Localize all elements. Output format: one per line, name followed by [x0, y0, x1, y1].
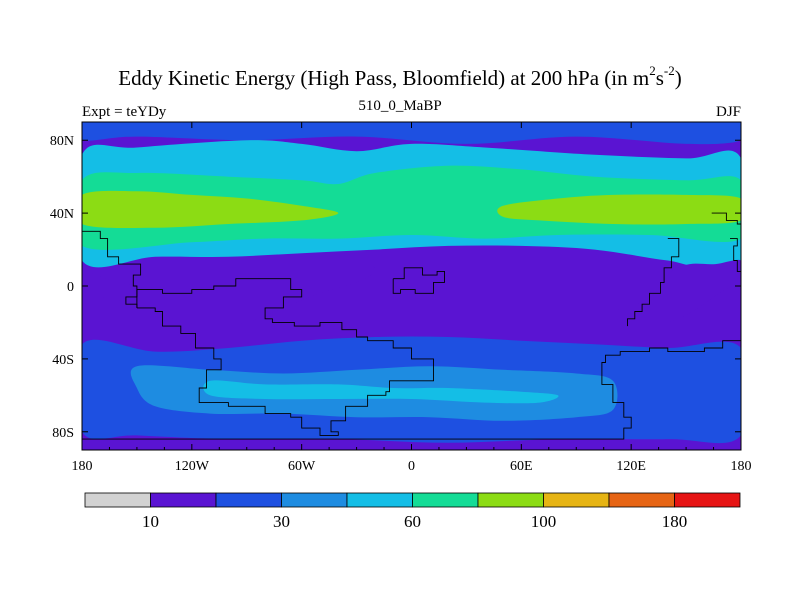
land-outline-far-east-lower — [730, 238, 741, 276]
y-tick-label: 40N — [50, 207, 74, 222]
land-outline-east-upper — [627, 238, 680, 327]
colorbar-label: 30 — [273, 512, 290, 531]
colorbar-box — [412, 492, 479, 508]
contour-region-southern-belt-high — [203, 380, 559, 404]
x-tick-label: 60W — [288, 459, 316, 474]
colorbar-box — [674, 492, 741, 508]
land-outline-east-continent — [82, 340, 741, 440]
land-outline-west-fragment — [82, 230, 142, 308]
colorbar-label: 10 — [142, 512, 159, 531]
experiment-label: Expt = teYDy — [82, 104, 167, 120]
chart-title: Eddy Kinetic Energy (High Pass, Bloomfie… — [118, 63, 682, 90]
colorbar-label: 100 — [531, 512, 557, 531]
y-tick-label: 0 — [67, 280, 74, 295]
x-tick-label: 120E — [616, 459, 646, 474]
x-tick-label: 0 — [408, 459, 415, 474]
chart-subtitle: 510_0_MaBP — [358, 98, 442, 114]
colorbar-box — [150, 492, 217, 508]
y-tick-label: 40S — [52, 353, 74, 368]
colorbar-label: 60 — [404, 512, 421, 531]
colorbar-box — [84, 492, 151, 508]
contour-region-tropical-low-east — [615, 259, 741, 331]
x-tick-label: 180 — [731, 459, 752, 474]
land-outline-central-islands — [392, 267, 445, 294]
x-tick-label: 180 — [72, 459, 93, 474]
colorbar-box — [477, 492, 544, 508]
x-tick-label: 60E — [510, 459, 533, 474]
colorbar-box — [215, 492, 282, 508]
contour-region-arctic-low — [82, 122, 741, 145]
contour-region-northern-storm-track-high — [82, 190, 339, 228]
land-outline-far-east-box — [711, 212, 741, 225]
contour-region-pacific-jet-high — [497, 194, 741, 225]
y-tick-label: 80N — [50, 134, 74, 149]
land-outline-south-america-like — [136, 278, 434, 436]
colorbar-label: 180 — [662, 512, 688, 531]
colorbar-box — [281, 492, 348, 508]
contour-region-northern-storm-track-mid — [82, 165, 741, 250]
colorbar-box — [346, 492, 413, 508]
x-tick-label: 120W — [175, 459, 210, 474]
colorbar-box — [608, 492, 675, 508]
y-tick-label: 80S — [52, 426, 74, 441]
season-label: DJF — [715, 104, 741, 120]
colorbar-box — [543, 492, 610, 508]
